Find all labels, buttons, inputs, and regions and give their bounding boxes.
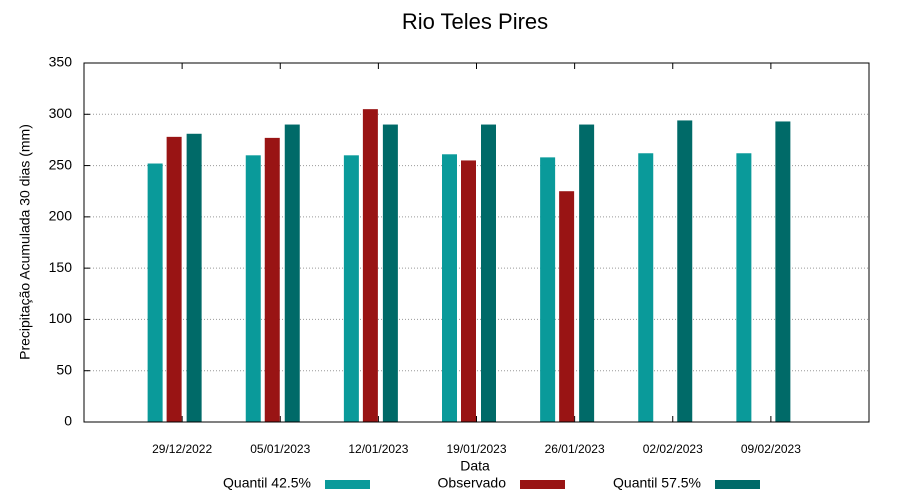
bar xyxy=(540,157,556,422)
bar xyxy=(343,155,359,423)
y-tick-label: 100 xyxy=(49,310,73,326)
bar xyxy=(382,124,398,423)
y-tick-label: 250 xyxy=(49,156,73,172)
x-tick-label: 09/02/2023 xyxy=(741,442,801,456)
x-tick-label: 12/01/2023 xyxy=(348,442,408,456)
bar xyxy=(362,109,378,423)
bar xyxy=(284,124,300,423)
bar xyxy=(166,136,182,422)
y-tick-label: 300 xyxy=(49,105,73,121)
x-tick-label: 02/02/2023 xyxy=(643,442,703,456)
y-tick-label: 50 xyxy=(56,361,72,377)
legend-label: Quantil 42.5% xyxy=(223,475,311,491)
bar xyxy=(559,191,575,422)
x-tick-label: 19/01/2023 xyxy=(446,442,506,456)
bar xyxy=(186,133,202,422)
legend-swatch xyxy=(325,480,370,489)
x-tick-label: 05/01/2023 xyxy=(250,442,310,456)
x-axis-label: Data xyxy=(460,458,490,474)
y-tick-label: 150 xyxy=(49,259,73,275)
legend-label: Observado xyxy=(438,475,507,491)
bar xyxy=(775,121,791,423)
plot-frame xyxy=(83,62,870,423)
legend-swatch xyxy=(715,480,760,489)
legend-label: Quantil 57.5% xyxy=(613,475,701,491)
bar xyxy=(461,160,476,422)
bar xyxy=(638,153,654,422)
y-tick-label: 0 xyxy=(64,413,72,429)
bar xyxy=(442,154,457,422)
bar xyxy=(264,137,280,422)
y-tick-label: 200 xyxy=(49,208,73,224)
bar xyxy=(481,124,496,423)
y-tick-label: 350 xyxy=(49,54,73,70)
bar xyxy=(736,153,752,422)
y-axis-label: Precipitação Acumulada 30 dias (mm) xyxy=(17,124,33,360)
bar xyxy=(579,124,595,423)
x-tick-label: 26/01/2023 xyxy=(545,442,605,456)
x-tick-label: 29/12/2022 xyxy=(152,442,212,456)
bar xyxy=(245,155,261,423)
legend-swatch xyxy=(520,480,565,489)
bar xyxy=(677,120,693,422)
chart-title: Rio Teles Pires xyxy=(402,9,548,34)
bar xyxy=(147,163,163,422)
